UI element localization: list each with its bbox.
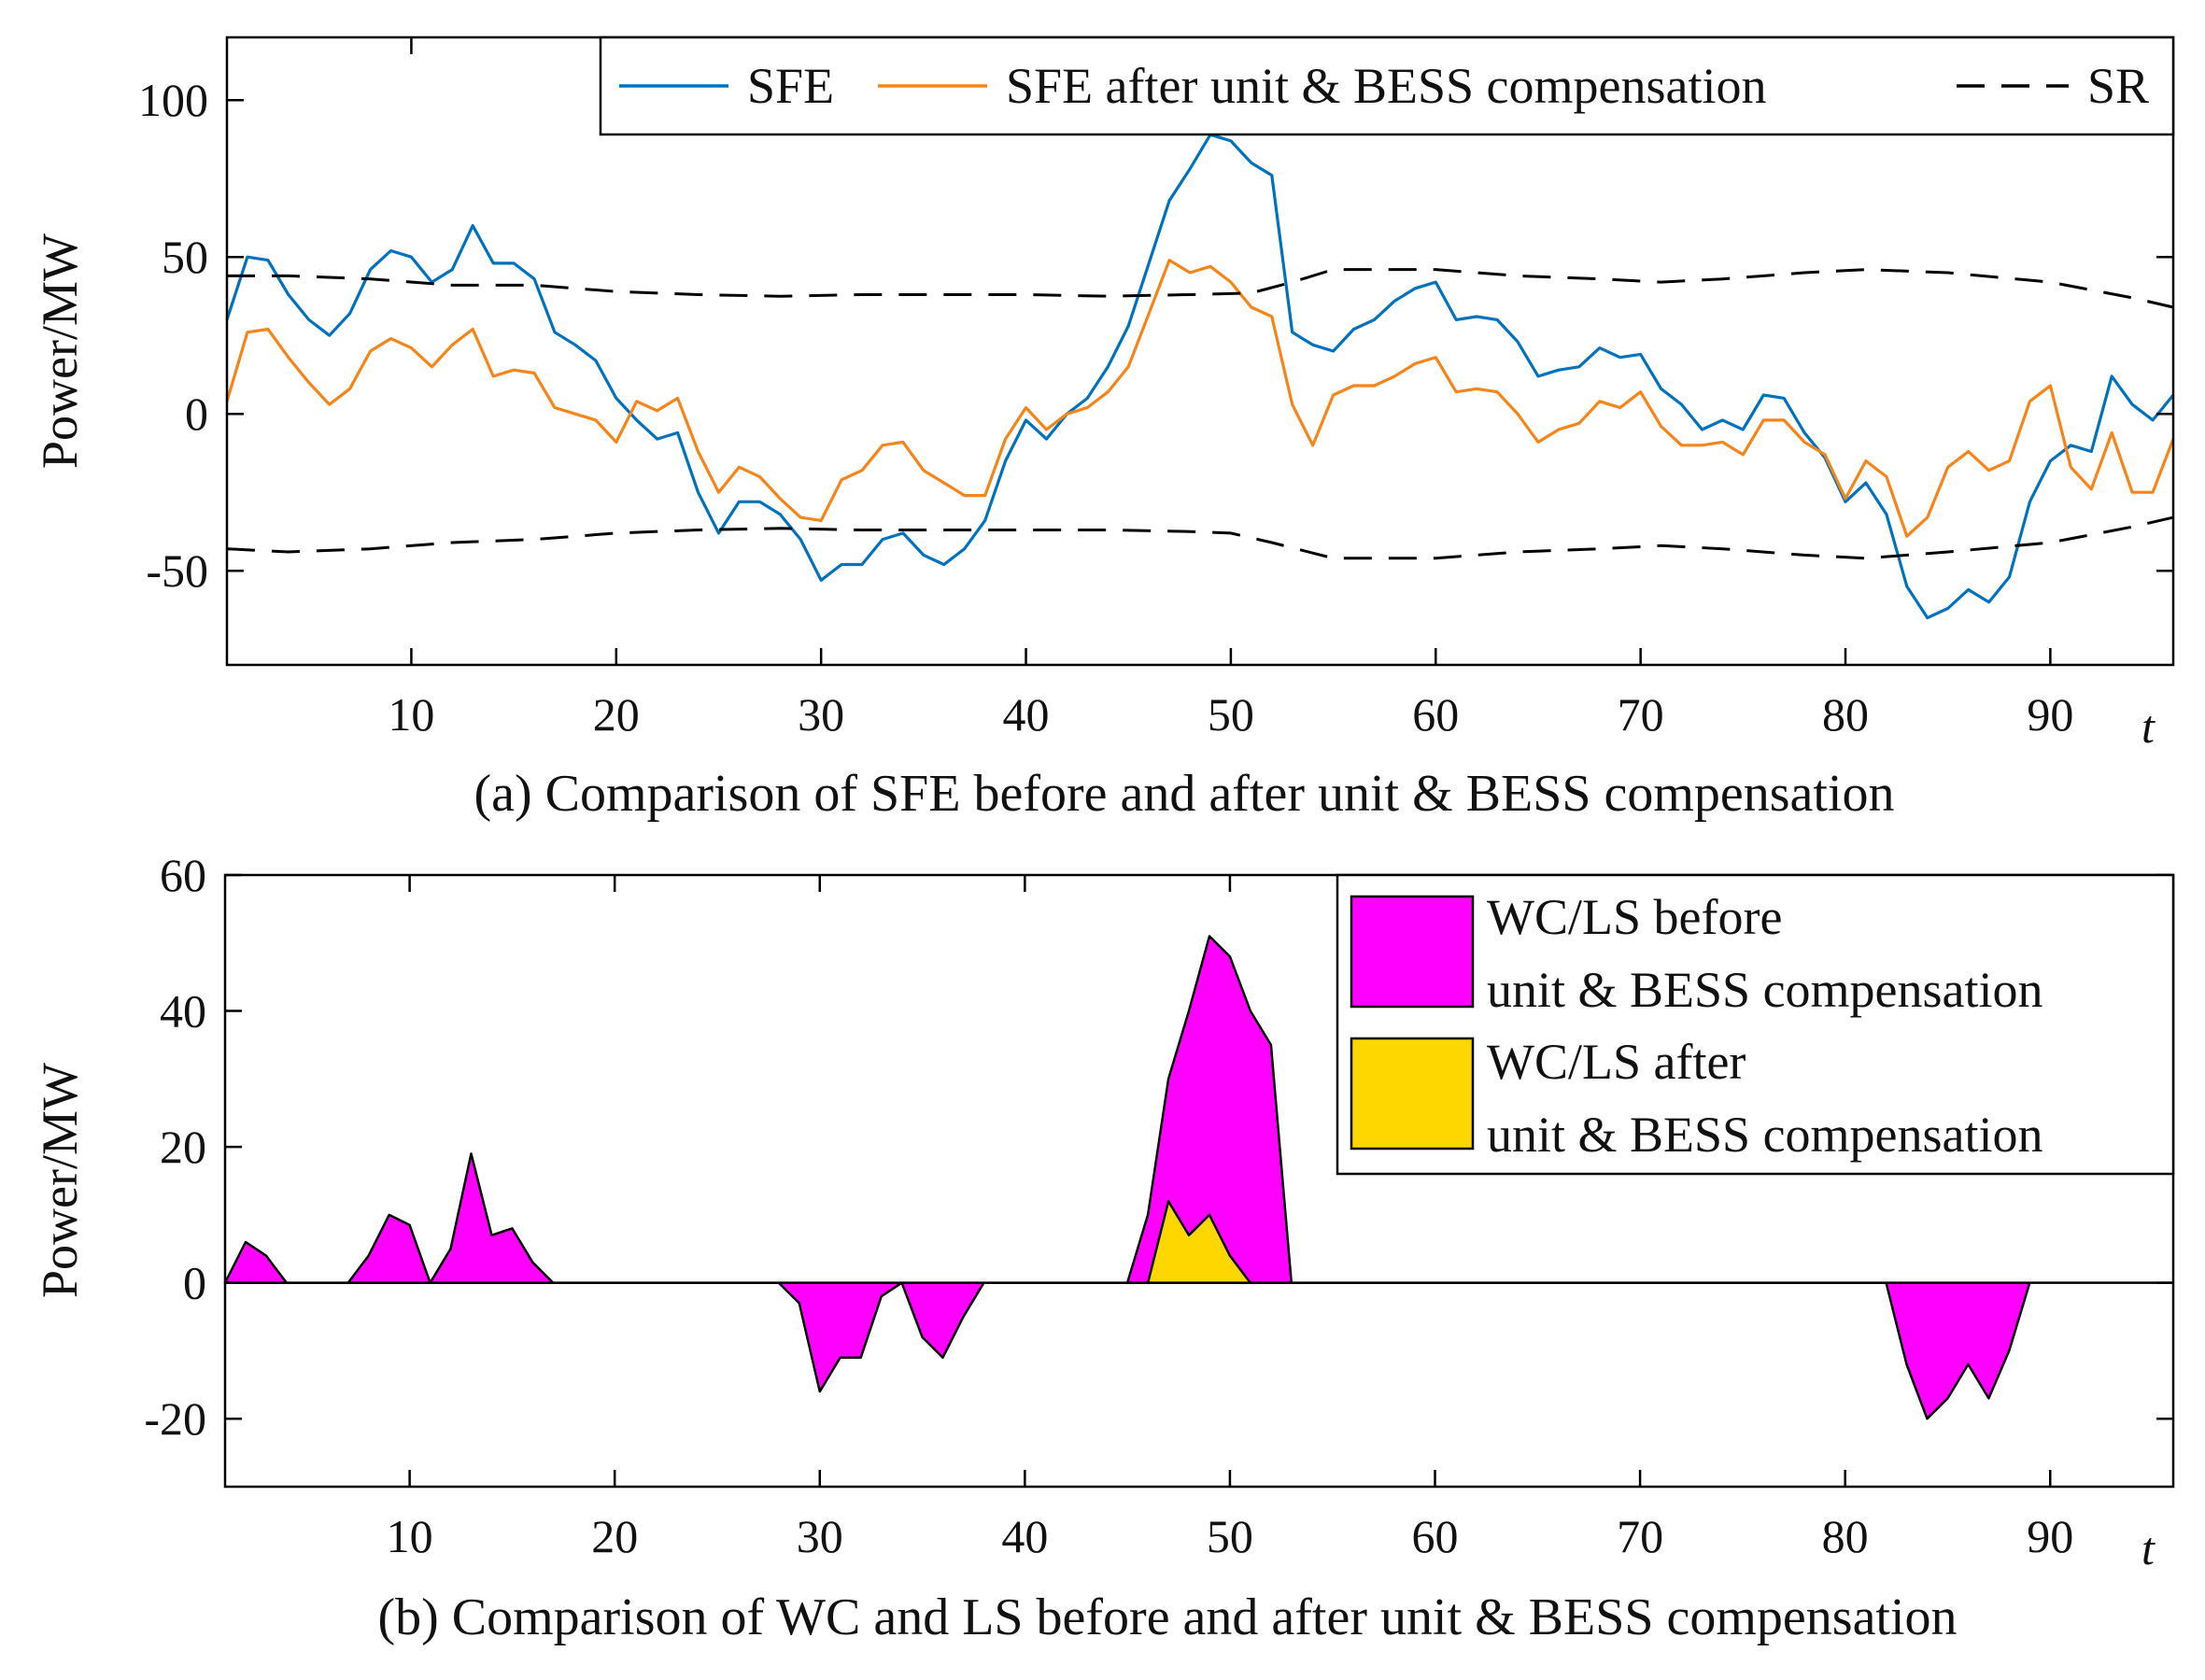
x-tick-label: 30	[797, 1510, 843, 1562]
sfe-line	[225, 133, 2175, 620]
panel-b-axes-box	[223, 873, 2175, 1489]
x-tick-label: 70	[1618, 688, 1664, 741]
legend-label: unit & BESS compensation	[1487, 962, 2043, 1018]
y-tick-label: 50	[162, 231, 208, 283]
legend-label: SFE	[747, 58, 834, 114]
panel-b-legend: WC/LS before unit & BESS compensation WC/L…	[1336, 873, 2175, 1176]
x-tick-label: 40	[1001, 1510, 1048, 1562]
x-tick-label: 30	[798, 688, 844, 741]
x-tick-label: 80	[1822, 1510, 1869, 1562]
panel-a-y-axis-label: Power/MW	[32, 233, 88, 469]
y-tick-label: -20	[144, 1392, 206, 1445]
y-tick-label: -50	[146, 544, 208, 597]
wc-ls-before-area	[223, 935, 2031, 1420]
panel-a-caption: (a) Comparison of SFE before and after u…	[474, 765, 1894, 823]
legend-swatch	[1350, 1037, 1475, 1151]
y-tick-label: 60	[160, 849, 206, 901]
x-tick-label: 70	[1617, 1510, 1663, 1562]
panel-b-y-axis-label: Power/MW	[32, 1063, 88, 1298]
y-tick-label: 40	[160, 985, 206, 1038]
panel-a-chart: 10 20 30 40 50 60 70 80 90 -50 0 50 100 SFE SFE after…	[32, 35, 2175, 823]
legend-label: WC/LS after	[1487, 1034, 1746, 1090]
x-tick-label: 60	[1412, 1510, 1459, 1562]
x-tick-label: 20	[591, 1510, 638, 1562]
legend-box	[599, 35, 2175, 136]
panel-b-x-axis-label: t	[2141, 1522, 2156, 1574]
y-tick-label: 0	[183, 1257, 206, 1309]
x-tick-label: 90	[2027, 1510, 2073, 1562]
legend-label: SR	[2087, 58, 2149, 114]
legend-label: WC/LS before	[1487, 889, 1782, 945]
x-tick-label: 10	[388, 688, 434, 741]
x-tick-label: 20	[593, 688, 640, 741]
legend-swatch	[1350, 895, 1475, 1009]
panel-b-caption: (b) Comparison of WC and LS before and a…	[377, 1588, 1957, 1646]
y-tick-label: 20	[160, 1121, 206, 1173]
legend-label: unit & BESS compensation	[1487, 1107, 2043, 1163]
x-tick-label: 40	[1003, 688, 1050, 741]
x-tick-label: 90	[2027, 688, 2073, 741]
x-tick-label: 80	[1822, 688, 1869, 741]
legend-box	[1336, 873, 2175, 1176]
y-tick-label: 100	[138, 74, 208, 126]
x-tick-label: 60	[1412, 688, 1459, 741]
y-tick-label: 0	[185, 388, 208, 440]
panel-a-legend: SFE SFE after unit & BESS compensation SR	[599, 35, 2175, 136]
panel-b-chart: 10 20 30 40 50 60 70 80 90 -20 0 20 40 60 WC/LS befor…	[32, 849, 2175, 1646]
sr-line-2	[226, 515, 2174, 560]
sfe-after-line	[225, 259, 2175, 538]
legend-label: SFE after unit & BESS compensation	[1006, 58, 1766, 114]
sr-line-1	[227, 268, 2174, 309]
x-tick-label: 50	[1208, 688, 1254, 741]
panel-a-x-axis-label: t	[2141, 700, 2156, 753]
x-tick-label: 50	[1207, 1510, 1253, 1562]
x-tick-label: 10	[387, 1510, 433, 1562]
